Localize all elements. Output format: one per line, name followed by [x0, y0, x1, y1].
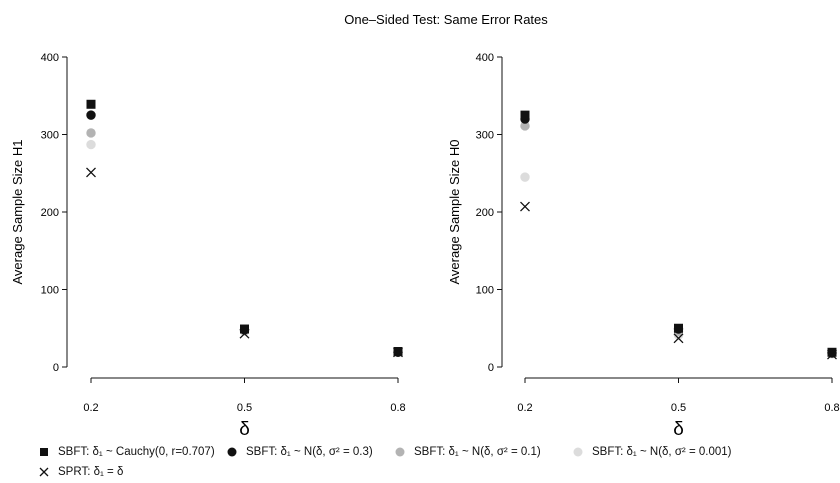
- y-tick-label: 300: [476, 130, 494, 142]
- plot-panel-1: 0 100 200 300 400 0.2 0.5 0.8 δ Average Sample Si…: [10, 52, 406, 440]
- data-point-circle: [86, 110, 96, 120]
- y-axis-label: Average Sample Size H0: [447, 139, 462, 284]
- data-point-cross: [393, 347, 403, 358]
- data-point-cross: [86, 167, 96, 178]
- y-tick-label: 300: [41, 130, 59, 142]
- data-point-square: [520, 110, 530, 120]
- data-point-square: [827, 347, 837, 357]
- legend-item-normal-0-3: SBFT: δ₁ ~ N(δ, σ² = 0.3): [226, 446, 373, 458]
- plot-panel-2: 0 100 200 300 400 0.2 0.5 0.8 δ Average Sample Si…: [447, 52, 840, 440]
- x-tick-label: 0.5: [671, 402, 686, 414]
- data-point-cross: [239, 328, 250, 339]
- data-point-cross: [520, 201, 530, 212]
- y-axis-label: Average Sample Size H1: [10, 139, 25, 284]
- y-tick-label: 0: [53, 362, 59, 374]
- x-axis-label: δ: [673, 419, 684, 440]
- legend-item-normal-0-1: SBFT: δ₁ ~ N(δ, σ² = 0.1): [394, 446, 541, 458]
- y-tick-label: 100: [41, 285, 59, 297]
- data-point-square: [240, 324, 249, 334]
- data-point-circle: [86, 128, 96, 138]
- x-axis-label: δ: [239, 419, 250, 440]
- legend-label: SBFT: δ₁ ~ N(δ, σ² = 0.1): [414, 446, 541, 458]
- legend-label: SPRT: δ₁ = δ: [58, 466, 124, 478]
- circle-marker-icon: [226, 446, 240, 458]
- y-tick-label: 400: [41, 52, 59, 64]
- x-tick-label: 0.2: [83, 402, 98, 414]
- circle-marker-icon: [572, 446, 586, 458]
- legend-item-cauchy: SBFT: δ₁ ~ Cauchy(0, r=0.707): [38, 446, 215, 458]
- data-point-circle: [520, 172, 530, 182]
- data-point-circle: [520, 121, 530, 131]
- square-marker-icon: [38, 446, 52, 458]
- circle-marker-icon: [394, 446, 408, 458]
- x-tick-label: 0.2: [517, 402, 532, 414]
- legend-label: SBFT: δ₁ ~ N(δ, σ² = 0.001): [592, 446, 732, 458]
- data-point-cross: [673, 333, 684, 344]
- data-point-cross: [827, 349, 837, 360]
- x-tick-label: 0.5: [237, 402, 252, 414]
- chart-title: One–Sided Test: Same Error Rates: [344, 12, 548, 27]
- y-tick-label: 200: [41, 207, 59, 219]
- data-point-square: [86, 99, 96, 109]
- x-tick-label: 0.8: [824, 402, 839, 414]
- data-point-square: [674, 323, 683, 333]
- y-tick-label: 200: [476, 207, 494, 219]
- data-point-circle: [86, 139, 96, 150]
- legend-item-normal-0-001: SBFT: δ₁ ~ N(δ, σ² = 0.001): [572, 446, 731, 458]
- y-tick-label: 400: [476, 52, 494, 64]
- legend-label: SBFT: δ₁ ~ N(δ, σ² = 0.3): [246, 446, 373, 458]
- cross-marker-icon: [38, 466, 52, 478]
- legend-label: SBFT: δ₁ ~ Cauchy(0, r=0.707): [58, 446, 215, 458]
- legend-item-sprt: SPRT: δ₁ = δ: [38, 466, 123, 478]
- y-tick-label: 100: [476, 285, 494, 297]
- plot-panels: 0 100 200 300 400 0.2 0.5 0.8 δ Average Sample Si…: [10, 52, 840, 440]
- x-tick-label: 0.8: [390, 402, 405, 414]
- y-tick-label: 0: [488, 362, 494, 374]
